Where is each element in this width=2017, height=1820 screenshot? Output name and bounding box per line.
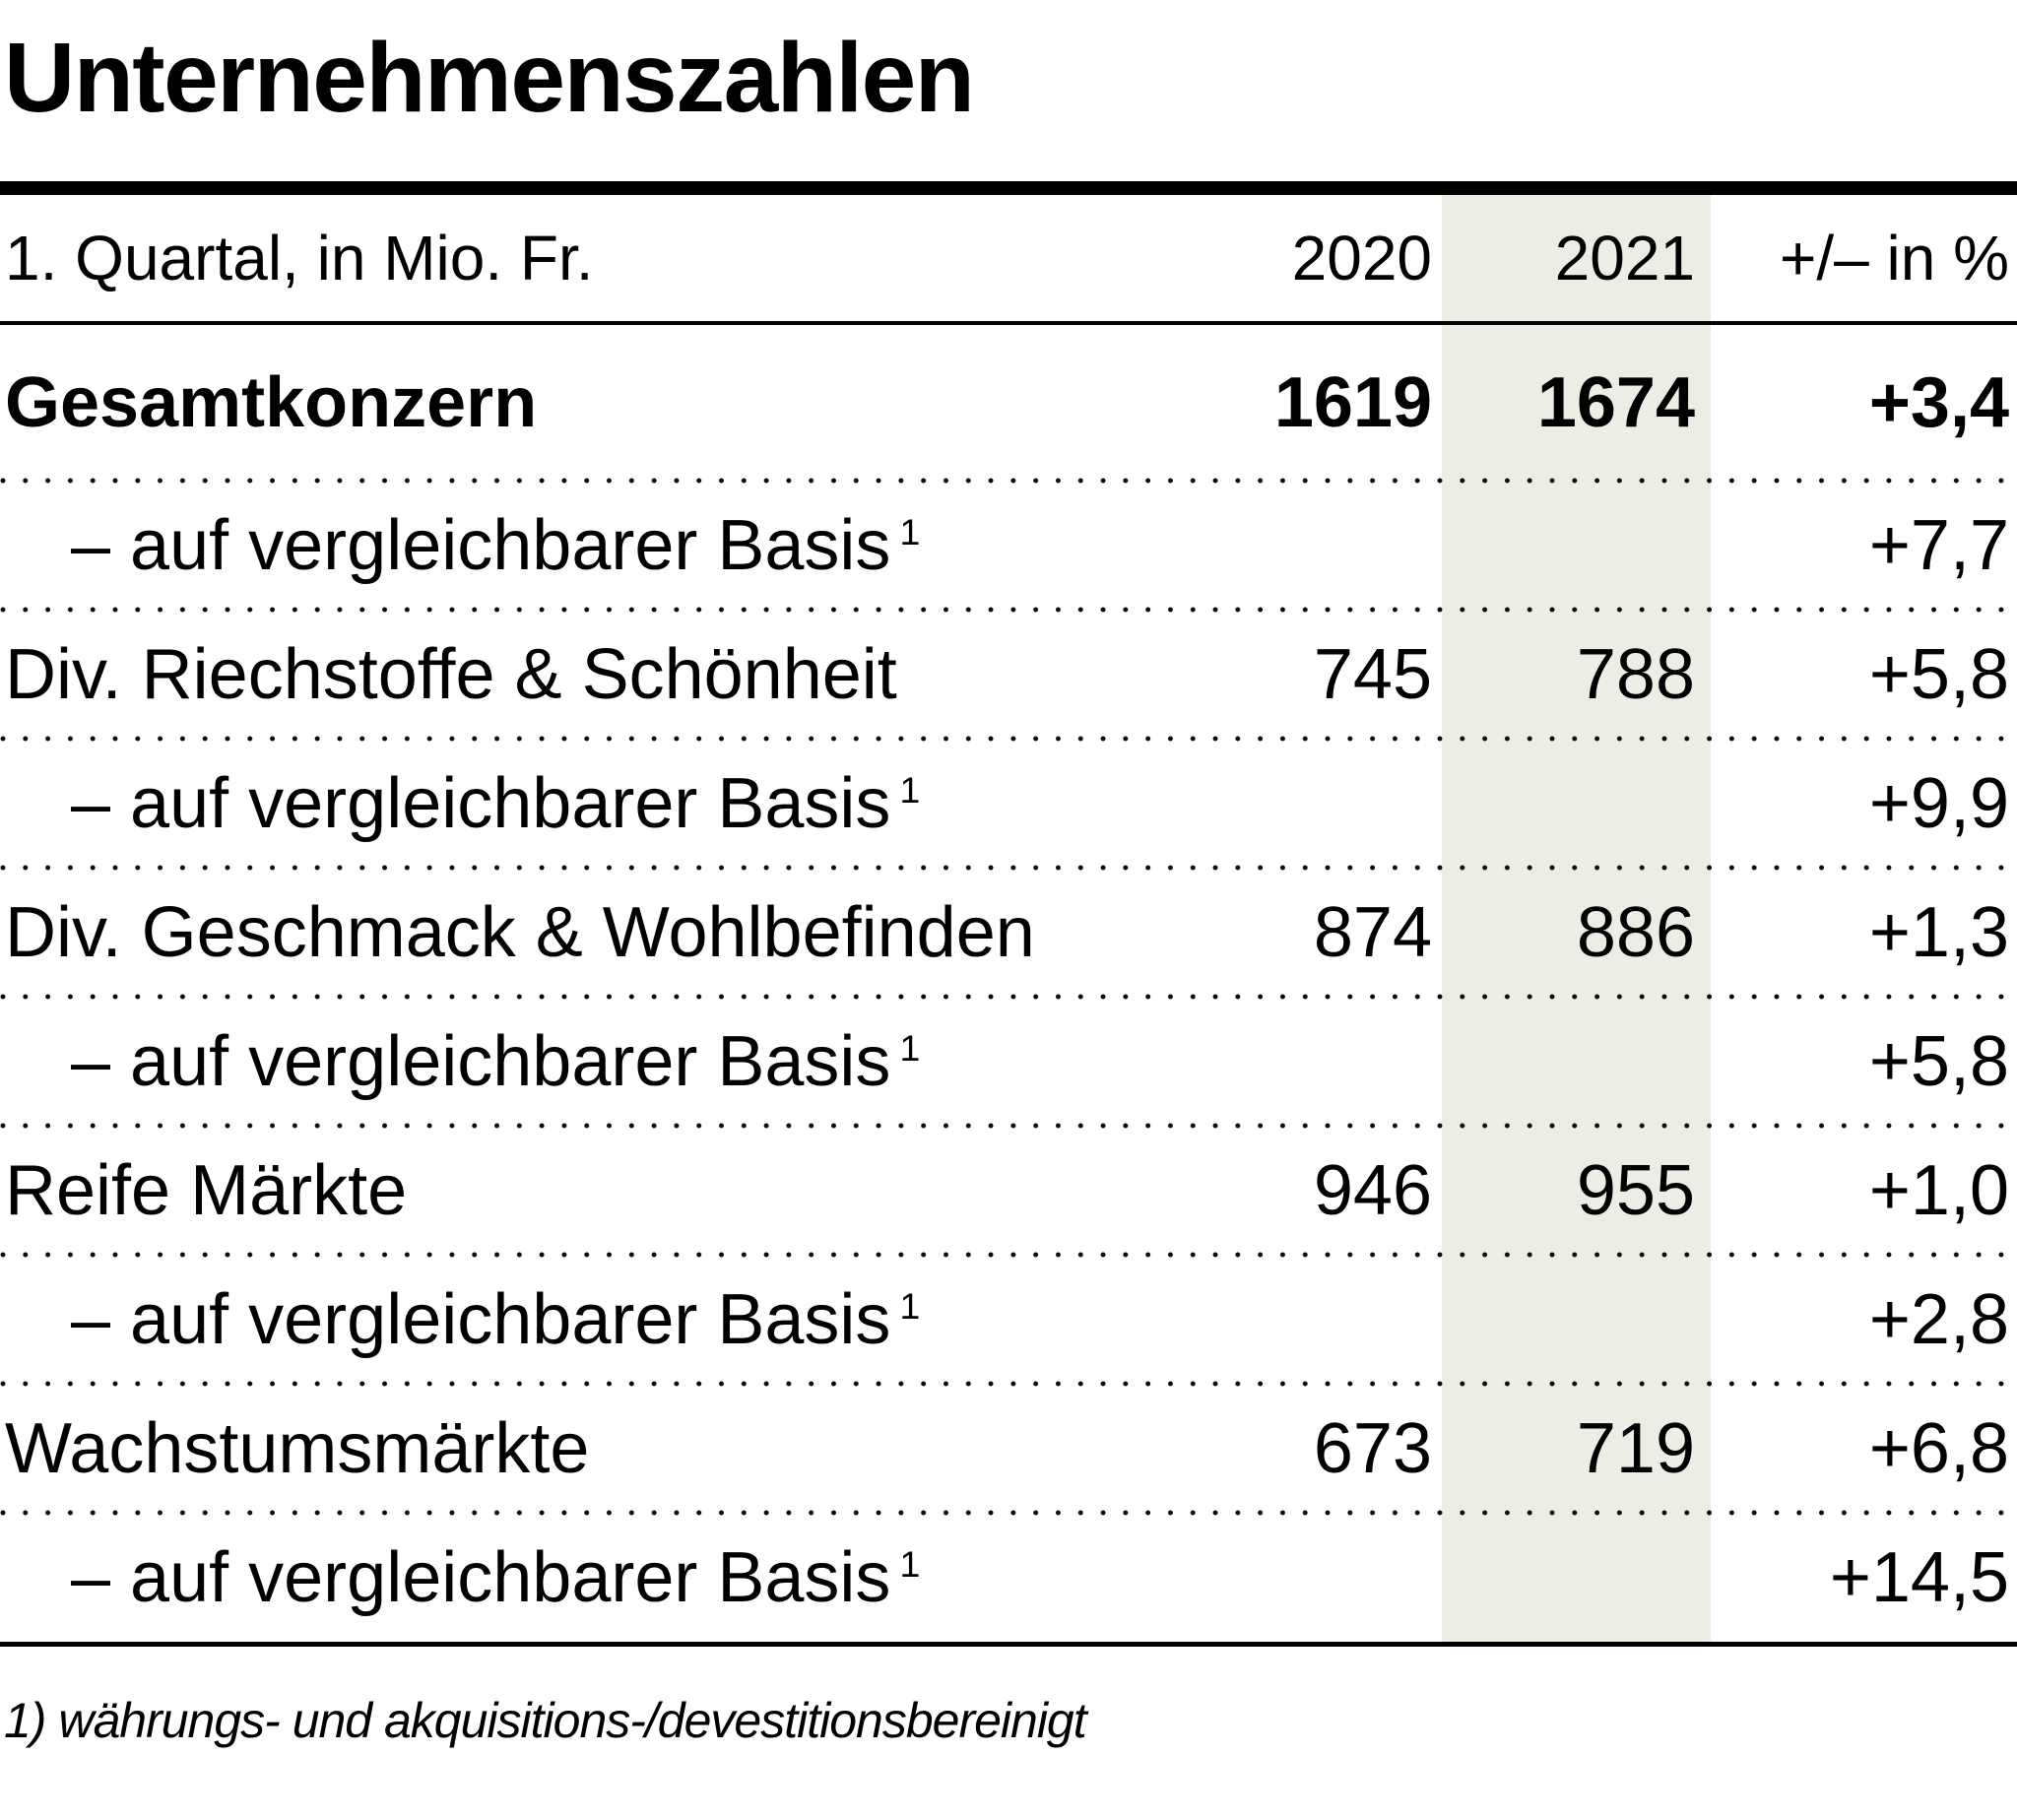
header-col-2021: 2021 <box>1554 223 1695 293</box>
value-change: +1,0 <box>1868 1150 2009 1230</box>
value-2020: 673 <box>1313 1408 1432 1488</box>
header-col-2020: 2020 <box>1291 223 1432 293</box>
row-label: Div. Geschmack & Wohlbefinden <box>5 892 1035 972</box>
row-label: – auf vergleichbarer Basis 1 <box>71 1021 921 1101</box>
value-2021: 719 <box>1576 1408 1695 1488</box>
value-change: +5,8 <box>1868 634 2009 714</box>
bottom-rule <box>0 1642 2017 1647</box>
row-label: – auf vergleichbarer Basis 1 <box>71 1537 921 1617</box>
footnote-marker: 1 <box>899 1026 921 1069</box>
table-row: Div. Riechstoffe & Schönheit 745 788 +5,… <box>0 610 2017 742</box>
table-row: – auf vergleichbarer Basis 1 +14,5 <box>0 1513 2017 1642</box>
footnote-marker: 1 <box>899 768 921 811</box>
table-row: Div. Geschmack & Wohlbefinden 874 886 +1… <box>0 868 2017 1000</box>
value-change: +6,8 <box>1868 1408 2009 1488</box>
figures-table: 1. Quartal, in Mio. Fr. 2020 2021 +/– in… <box>0 195 2017 1642</box>
row-label: Wachstumsmärkte <box>5 1408 590 1488</box>
value-change: +2,8 <box>1868 1279 2009 1359</box>
row-label: Reife Märkte <box>5 1150 408 1230</box>
footnote-marker: 1 <box>899 510 921 552</box>
value-2020: 1619 <box>1273 363 1432 442</box>
value-2020: 745 <box>1313 634 1432 714</box>
table-row: – auf vergleichbarer Basis 1 +7,7 <box>0 481 2017 613</box>
table-row: Wachstumsmärkte 673 719 +6,8 <box>0 1384 2017 1516</box>
value-change: +14,5 <box>1829 1537 2009 1617</box>
header-col-change: +/– in % <box>1779 223 2009 293</box>
row-label: – auf vergleichbarer Basis 1 <box>71 763 921 843</box>
row-label: – auf vergleichbarer Basis 1 <box>71 1279 921 1359</box>
footnote-marker: 1 <box>899 1284 921 1327</box>
value-2021: 788 <box>1576 634 1695 714</box>
header-row: 1. Quartal, in Mio. Fr. 2020 2021 +/– in… <box>0 195 2017 325</box>
value-2020: 874 <box>1313 892 1432 972</box>
value-change: +5,8 <box>1868 1021 2009 1101</box>
value-2021: 955 <box>1576 1150 1695 1230</box>
row-label: Gesamtkonzern <box>5 363 538 442</box>
table-row: Reife Märkte 946 955 +1,0 <box>0 1126 2017 1258</box>
row-label: Div. Riechstoffe & Schönheit <box>5 634 897 714</box>
footnote: 1) währungs- und akquisitions-/devestiti… <box>4 1693 1087 1748</box>
value-change: +1,3 <box>1868 892 2009 972</box>
value-change: +9,9 <box>1868 763 2009 843</box>
value-2021: 886 <box>1576 892 1695 972</box>
table-row: Gesamtkonzern 1619 1674 +3,4 <box>0 325 2017 484</box>
value-2020: 946 <box>1313 1150 1432 1230</box>
row-label: – auf vergleichbarer Basis 1 <box>71 505 921 585</box>
footnote-marker: 1 <box>899 1542 921 1585</box>
table-row: – auf vergleichbarer Basis 1 +5,8 <box>0 997 2017 1129</box>
value-change: +3,4 <box>1868 363 2009 442</box>
header-unit-label: 1. Quartal, in Mio. Fr. <box>5 223 594 293</box>
value-2021: 1674 <box>1536 363 1695 442</box>
title-rule <box>0 181 2017 195</box>
table-row: – auf vergleichbarer Basis 1 +2,8 <box>0 1255 2017 1387</box>
page-title: Unternehmenszahlen <box>4 23 975 133</box>
table-row: – auf vergleichbarer Basis 1 +9,9 <box>0 739 2017 871</box>
value-change: +7,7 <box>1868 505 2009 585</box>
